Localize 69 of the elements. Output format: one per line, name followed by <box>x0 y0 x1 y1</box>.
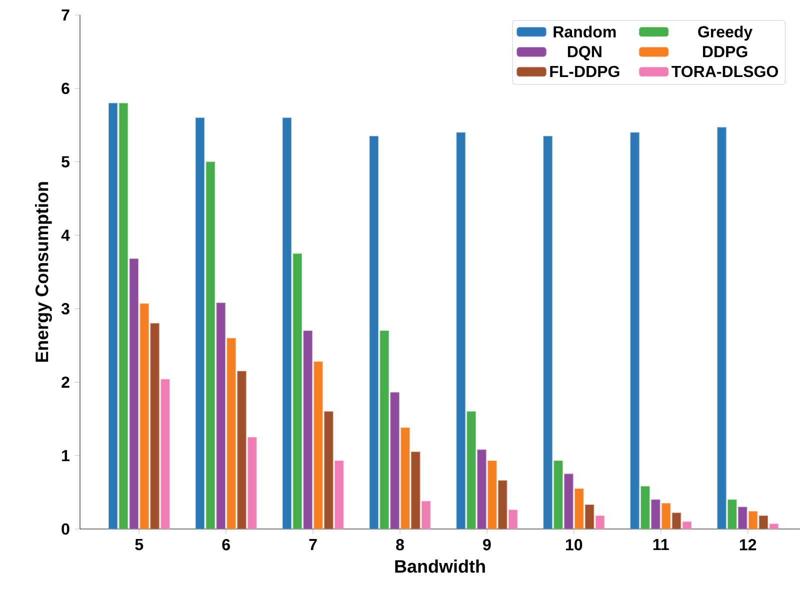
bar <box>738 506 748 529</box>
bar <box>369 136 379 529</box>
bar <box>314 361 323 529</box>
bar <box>543 136 552 529</box>
y-tick-label: 0 <box>62 523 70 535</box>
bar <box>421 500 431 529</box>
bar <box>195 118 205 529</box>
bar <box>216 302 226 529</box>
bar <box>595 516 605 529</box>
y-tick-label: 4 <box>61 230 70 241</box>
bar <box>108 102 118 529</box>
bar <box>334 460 344 529</box>
bar <box>640 486 650 529</box>
x-tick-label: 6 <box>222 539 230 550</box>
bar <box>400 427 410 529</box>
bar <box>150 323 160 529</box>
bar <box>140 303 149 529</box>
y-tick-label: 2 <box>62 376 70 388</box>
bar <box>411 452 420 529</box>
bar <box>206 162 216 529</box>
bar <box>682 521 692 529</box>
bar <box>118 102 128 529</box>
x-tick-label: 12 <box>740 539 756 550</box>
legend-label: TORA-DLSGO <box>672 66 778 78</box>
bar <box>717 127 726 529</box>
bar <box>237 370 246 529</box>
legend-label: DQN <box>568 46 602 60</box>
bar <box>584 504 594 529</box>
bar <box>769 524 779 529</box>
bar <box>498 480 508 529</box>
bar <box>630 132 640 529</box>
y-tick-label: 6 <box>62 82 70 94</box>
bar <box>390 392 400 529</box>
bar <box>564 474 574 529</box>
x-tick-label: 5 <box>135 539 144 550</box>
x-tick-label: 7 <box>309 539 317 550</box>
bar <box>456 132 466 529</box>
legend-label: Greedy <box>698 26 753 41</box>
x-tick-label: 10 <box>566 539 582 550</box>
legend-label: DDPG <box>702 46 748 58</box>
bar <box>292 253 302 529</box>
x-tick-label: 11 <box>653 539 669 550</box>
bar <box>651 499 660 529</box>
bar <box>758 516 768 529</box>
legend-label: Random <box>554 26 616 38</box>
bar <box>574 488 584 529</box>
bar <box>282 118 292 529</box>
legend-label: FL-DDPG <box>550 66 620 78</box>
bar <box>226 338 236 529</box>
y-axis-title: Energy Consumption <box>35 182 52 362</box>
bar <box>248 436 257 529</box>
y-tick-label: 7 <box>62 10 70 21</box>
bar <box>672 512 682 529</box>
bar <box>324 411 334 529</box>
bar <box>303 330 312 529</box>
bar <box>477 449 486 529</box>
bar <box>488 460 497 529</box>
y-tick-label: 1 <box>62 450 70 462</box>
x-tick-label: 8 <box>396 539 404 550</box>
bar <box>554 460 563 529</box>
x-tick-label: 9 <box>483 539 491 550</box>
bar <box>466 411 476 529</box>
bar <box>160 378 170 529</box>
y-tick-label: 5 <box>62 156 70 168</box>
bar <box>508 510 518 529</box>
bar <box>380 330 389 529</box>
x-axis-title: Bandwidth <box>395 560 485 573</box>
bar <box>129 258 139 529</box>
y-tick-label: 3 <box>61 303 70 314</box>
